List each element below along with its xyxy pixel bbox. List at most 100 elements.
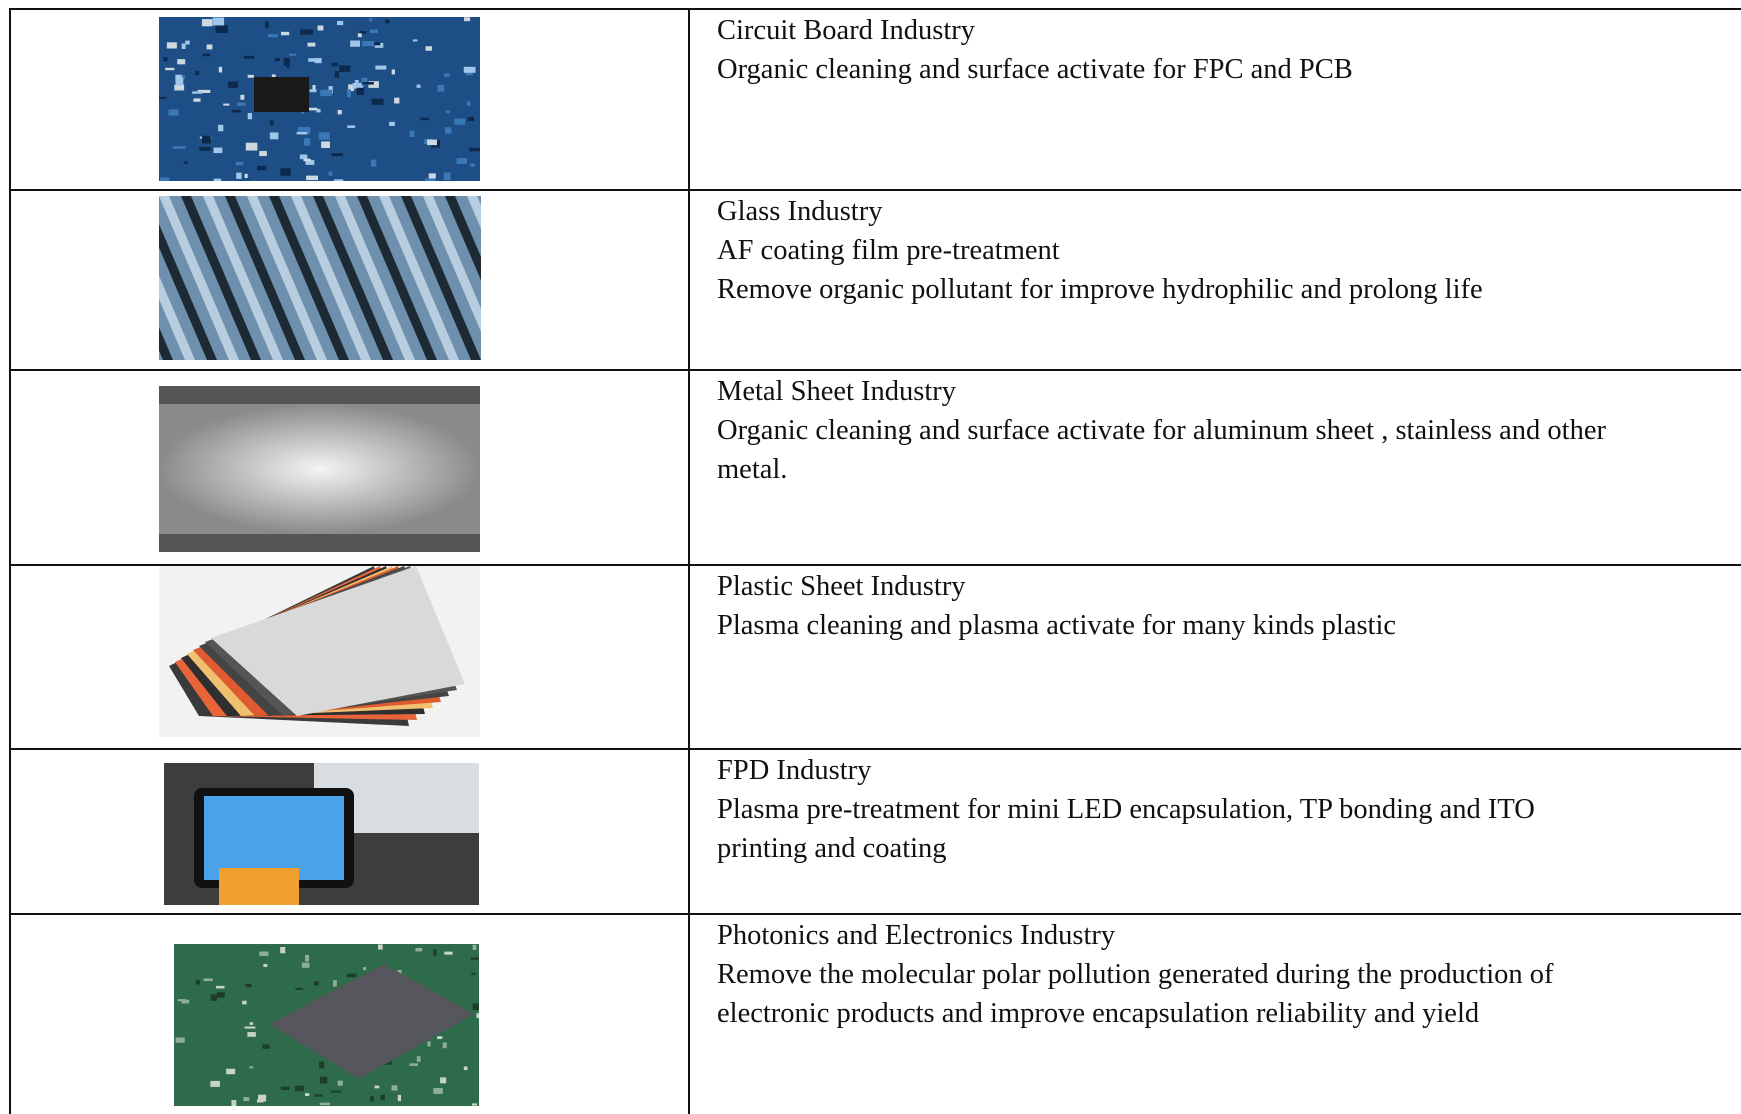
part	[179, 75, 185, 80]
part	[202, 53, 211, 57]
part	[280, 1086, 290, 1090]
row-text: Circuit Board Industry Organic cleaning a…	[717, 11, 1741, 89]
part	[226, 1068, 236, 1075]
part	[446, 110, 450, 114]
industry-description: Remove organic pollutant for improve hyd…	[717, 274, 1483, 305]
part	[210, 1080, 220, 1087]
part	[437, 1036, 443, 1040]
part	[177, 59, 186, 65]
part	[350, 40, 361, 47]
part	[409, 1063, 418, 1066]
part	[193, 98, 201, 102]
part	[258, 1094, 267, 1102]
industry-description: Plasma cleaning and plasma activate for …	[717, 610, 1397, 641]
chip	[269, 964, 474, 1079]
part	[243, 55, 255, 59]
row-text: Glass Industry AF coating film pre-treatm…	[717, 192, 1741, 309]
part	[247, 74, 254, 78]
part	[216, 992, 225, 998]
part	[321, 141, 330, 149]
part	[195, 979, 200, 985]
part	[472, 1003, 479, 1011]
part	[476, 1013, 479, 1019]
part	[391, 69, 395, 75]
part	[218, 124, 224, 132]
part	[420, 117, 429, 121]
part	[380, 1094, 385, 1101]
industry-title: Metal Sheet Industry	[717, 376, 957, 407]
part	[203, 978, 213, 982]
part	[333, 179, 344, 181]
industry-title: Glass Industry	[717, 196, 883, 227]
part	[175, 74, 182, 83]
part	[309, 89, 317, 93]
part	[312, 85, 316, 92]
stripe	[269, 196, 349, 360]
part	[313, 981, 319, 986]
stripe	[335, 196, 415, 360]
industry-title: FPD Industry	[717, 755, 872, 786]
part	[280, 946, 286, 954]
part	[245, 142, 258, 151]
part	[415, 947, 423, 952]
part	[212, 17, 225, 26]
sheet	[211, 566, 465, 716]
part	[215, 985, 225, 989]
part	[463, 17, 471, 22]
part	[175, 1037, 185, 1043]
part	[295, 987, 304, 990]
industry-image	[159, 17, 480, 181]
part	[427, 139, 437, 146]
part	[218, 66, 223, 73]
part	[374, 42, 384, 48]
part	[249, 1022, 254, 1025]
industry-image	[159, 196, 481, 360]
part	[444, 127, 452, 134]
part	[444, 951, 453, 955]
part	[172, 146, 186, 149]
part	[288, 53, 296, 56]
part	[428, 173, 436, 179]
part	[454, 118, 466, 125]
column-border	[9, 8, 11, 1114]
industry-image	[159, 566, 480, 737]
row-border	[9, 748, 1741, 750]
row-border	[9, 8, 1741, 10]
industry-image	[174, 944, 479, 1106]
part	[265, 21, 269, 28]
part	[394, 97, 400, 104]
part	[236, 102, 246, 106]
part	[257, 165, 267, 171]
part	[223, 103, 230, 106]
industry-description: Plasma pre-treatment for mini LED encaps…	[717, 794, 1535, 825]
part	[356, 87, 365, 95]
part	[247, 1032, 256, 1037]
part	[316, 108, 321, 113]
part	[333, 980, 337, 987]
part	[303, 138, 311, 146]
part	[318, 132, 330, 140]
industry-image	[164, 763, 479, 905]
part	[416, 84, 421, 88]
part	[347, 89, 351, 98]
part	[256, 1099, 264, 1103]
part	[160, 177, 170, 181]
part	[294, 1085, 304, 1092]
part	[244, 173, 248, 179]
part	[346, 973, 357, 978]
part	[183, 161, 188, 164]
part	[319, 1076, 328, 1084]
part	[305, 954, 309, 962]
part	[181, 43, 186, 50]
part	[201, 19, 213, 27]
part	[213, 178, 222, 181]
part	[425, 178, 436, 181]
part	[442, 1042, 447, 1049]
part	[243, 1097, 250, 1102]
part	[314, 1094, 323, 1097]
part	[206, 44, 213, 50]
bg	[159, 196, 481, 360]
stripe	[379, 196, 459, 360]
